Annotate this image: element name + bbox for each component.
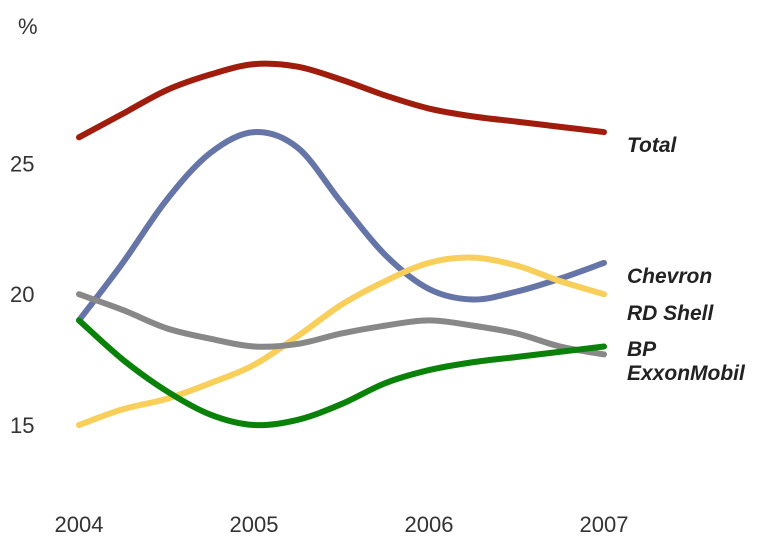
series-label-exxonmobil: ExxonMobil xyxy=(627,362,746,385)
y-tick-label: 20 xyxy=(10,282,34,307)
series-label-chevron: Chevron xyxy=(627,265,712,288)
series-line-exxonmobil xyxy=(76,317,607,429)
y-tick-label: 25 xyxy=(10,151,34,176)
y-axis-unit-label: % xyxy=(18,14,38,39)
x-tick-label: 2004 xyxy=(55,512,104,537)
y-axis-ticks: 15 20 25 xyxy=(10,151,34,438)
series-line-bp xyxy=(76,291,607,358)
series-label-rd-shell: RD Shell xyxy=(627,302,715,325)
x-tick-label: 2007 xyxy=(580,512,629,537)
series-lines xyxy=(76,60,607,429)
x-tick-label: 2006 xyxy=(405,512,454,537)
x-tick-label: 2005 xyxy=(230,512,279,537)
series-label-total: Total xyxy=(627,134,678,157)
series-line-chevron xyxy=(76,129,607,324)
series-line-total xyxy=(76,60,607,141)
series-label-bp: BP xyxy=(627,338,657,361)
y-tick-label: 15 xyxy=(10,413,34,438)
x-axis-ticks: 2004 2005 2006 2007 xyxy=(55,512,629,537)
series-line-rd-shell xyxy=(76,254,607,428)
